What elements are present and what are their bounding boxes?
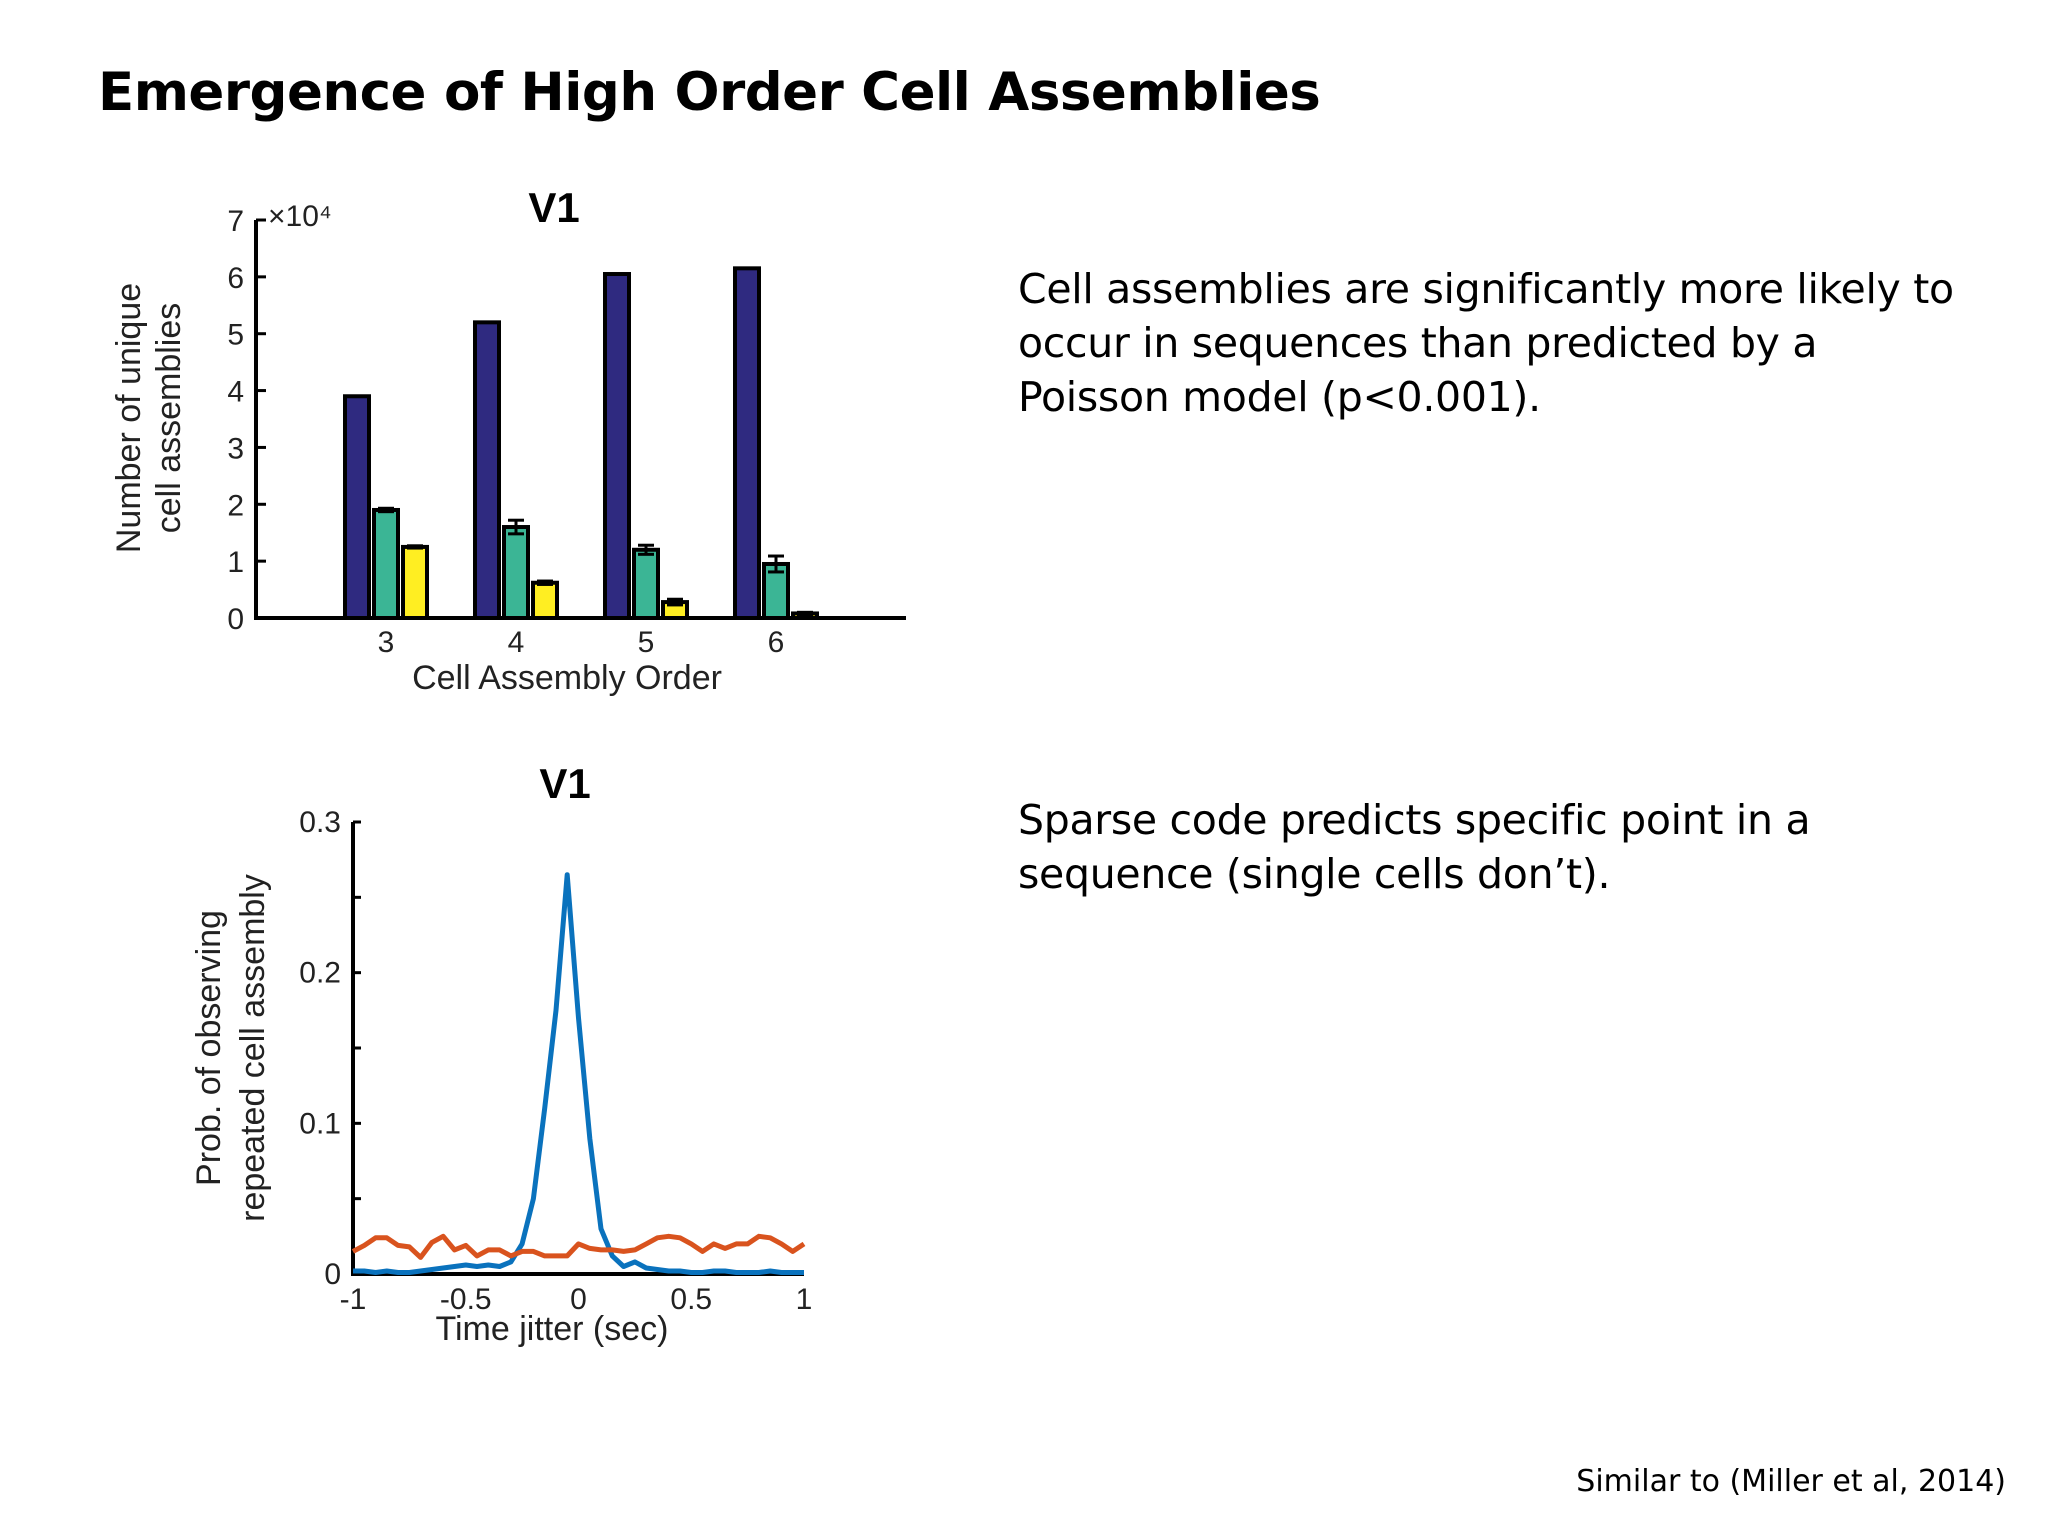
x-tick-label: 6 (768, 626, 785, 659)
y-axis-title-line: Number of unique (110, 283, 148, 553)
bar (343, 394, 371, 620)
y-tick-label: 0.3 (299, 806, 341, 839)
bar (632, 547, 660, 620)
bullet-text-1: Cell assemblies are significantly more l… (1018, 262, 1998, 424)
bar (502, 525, 530, 620)
citation: Similar to (Miller et al, 2014) (1576, 1464, 2006, 1499)
bullet-1-line-3: Poisson model (p<0.001). (1018, 373, 1541, 421)
y-axis-title: Number of uniquecell assemblies (110, 283, 188, 553)
x-tick-label: 3 (378, 626, 395, 659)
bar (733, 266, 761, 620)
bullet-1-line-1: Cell assemblies are significantly more l… (1018, 265, 1954, 313)
bar (473, 320, 501, 620)
x-tick-label: 1 (796, 1283, 813, 1316)
line-chart-time-jitter: 0 0.1 0.2 0.3 -1 -0.5 0 0.5 1 Time jitter (sec) V1… (190, 760, 812, 1348)
x-tick-label: 0 (570, 1283, 587, 1316)
bullet-1-line-2: occur in sequences than predicted by a (1018, 319, 1818, 367)
bar (531, 580, 559, 621)
x-tick-label: 4 (508, 626, 525, 659)
bullet-text-2: Sparse code predicts specific point in a… (1018, 793, 1998, 901)
x-tick-label: -1 (340, 1283, 367, 1316)
series-line (351, 1233, 806, 1260)
bullet-2-line-2: sequence (single cells don’t). (1018, 850, 1611, 898)
x-axis-title: Cell Assembly Order (412, 659, 722, 697)
series-line (353, 872, 804, 1275)
bar (603, 272, 631, 620)
y-axis-title-line: repeated cell assembly (234, 874, 272, 1222)
y-multiplier-label: ×10⁴ (268, 200, 332, 233)
bar (372, 507, 400, 621)
y-tick-label: 0 (324, 1258, 341, 1291)
x-axis-title: Time jitter (sec) (436, 1310, 669, 1348)
y-tick-label: 4 (227, 376, 244, 409)
x-tick-label: -0.5 (440, 1283, 492, 1316)
y-tick-label: 1 (227, 546, 244, 579)
y-tick-label: 0.1 (299, 1107, 341, 1140)
chart-title: V1 (528, 184, 579, 231)
y-tick-label: 7 (227, 205, 244, 238)
y-axis-title-line: Prob. of observing (190, 910, 228, 1186)
y-axis-title: Prob. of observing repeated cell assembly (190, 874, 272, 1222)
y-tick-label: 0 (227, 603, 244, 636)
x-tick-label: 0.5 (670, 1283, 712, 1316)
bar (401, 544, 429, 621)
slide-title: Emergence of High Order Cell Assemblies (98, 62, 1321, 123)
chart-title: V1 (539, 760, 590, 807)
x-tick-label: 5 (638, 626, 655, 659)
y-tick-label: 5 (227, 319, 244, 352)
bullet-2-line-1: Sparse code predicts specific point in a (1018, 796, 1811, 844)
y-tick-label: 6 (227, 262, 244, 295)
y-tick-label: 0.2 (299, 957, 341, 990)
y-tick-label: 2 (227, 489, 244, 522)
y-axis-title-line: cell assemblies (150, 303, 188, 534)
y-tick-label: 3 (227, 432, 244, 465)
bar-chart-cell-assemblies: 0 1 2 3 4 5 6 7 ×10⁴ 3 4 5 6 Cell Assembly Order V1 Num… (110, 184, 906, 697)
